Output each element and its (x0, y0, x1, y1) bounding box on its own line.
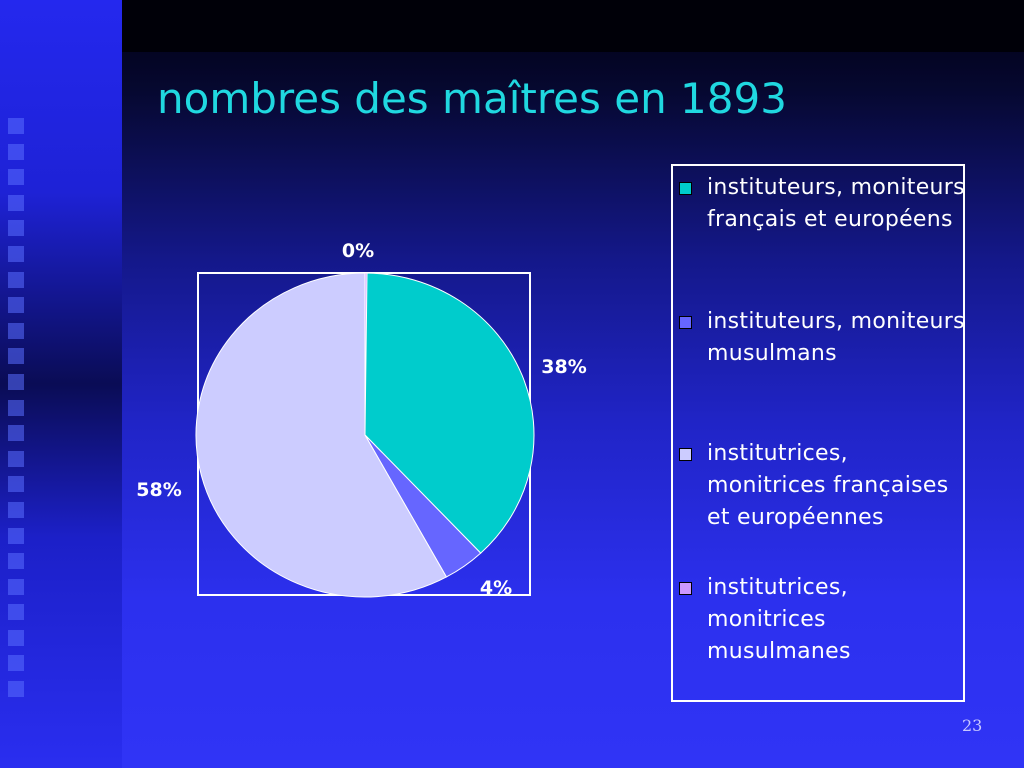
data-label: 58% (136, 479, 181, 501)
decorative-square (8, 194, 24, 211)
data-label: 4% (480, 577, 512, 599)
decorative-square (8, 297, 24, 314)
decorative-square (8, 373, 24, 390)
decorative-squares (8, 118, 28, 707)
data-label: 0% (342, 240, 374, 262)
decorative-square (8, 425, 24, 442)
decorative-square (8, 271, 24, 288)
decorative-square (8, 322, 24, 339)
chart-legend: instituteurs, moniteurs français et euro… (671, 164, 965, 702)
decorative-square (8, 169, 24, 186)
decorative-square (8, 578, 24, 595)
legend-label: instituteurs, moniteurs français et euro… (707, 175, 965, 232)
decorative-square (8, 527, 24, 544)
decorative-square (8, 450, 24, 467)
decorative-square (8, 118, 24, 134)
decorative-square (8, 501, 24, 518)
legend-swatch (679, 182, 692, 195)
pie-slice (195, 272, 448, 598)
decorative-square (8, 655, 24, 672)
legend-swatch (679, 582, 692, 595)
pie-slice (364, 272, 368, 436)
decorative-square (8, 220, 24, 237)
decorative-square (8, 348, 24, 365)
legend-label: institutrices, monitrices françaises et … (707, 441, 949, 530)
decorative-square (8, 245, 24, 262)
legend-label: instituteurs, moniteurs musulmans (707, 309, 965, 366)
pie-slice (364, 272, 535, 554)
decorative-square (8, 553, 24, 570)
slide-title: nombres des maîtres en 1893 (157, 74, 787, 123)
legend-swatch (679, 316, 692, 329)
decorative-square (8, 681, 24, 698)
decorative-square (8, 476, 24, 493)
decorative-square (8, 629, 24, 646)
decorative-square (8, 604, 24, 621)
left-sidebar (0, 0, 122, 768)
decorative-square (8, 399, 24, 416)
legend-swatch (679, 448, 692, 461)
page-number: 23 (962, 716, 983, 735)
legend-label: institutrices, monitrices musulmanes (707, 575, 851, 664)
data-label: 38% (541, 356, 586, 378)
decorative-square (8, 143, 24, 160)
top-bar (122, 0, 1024, 52)
